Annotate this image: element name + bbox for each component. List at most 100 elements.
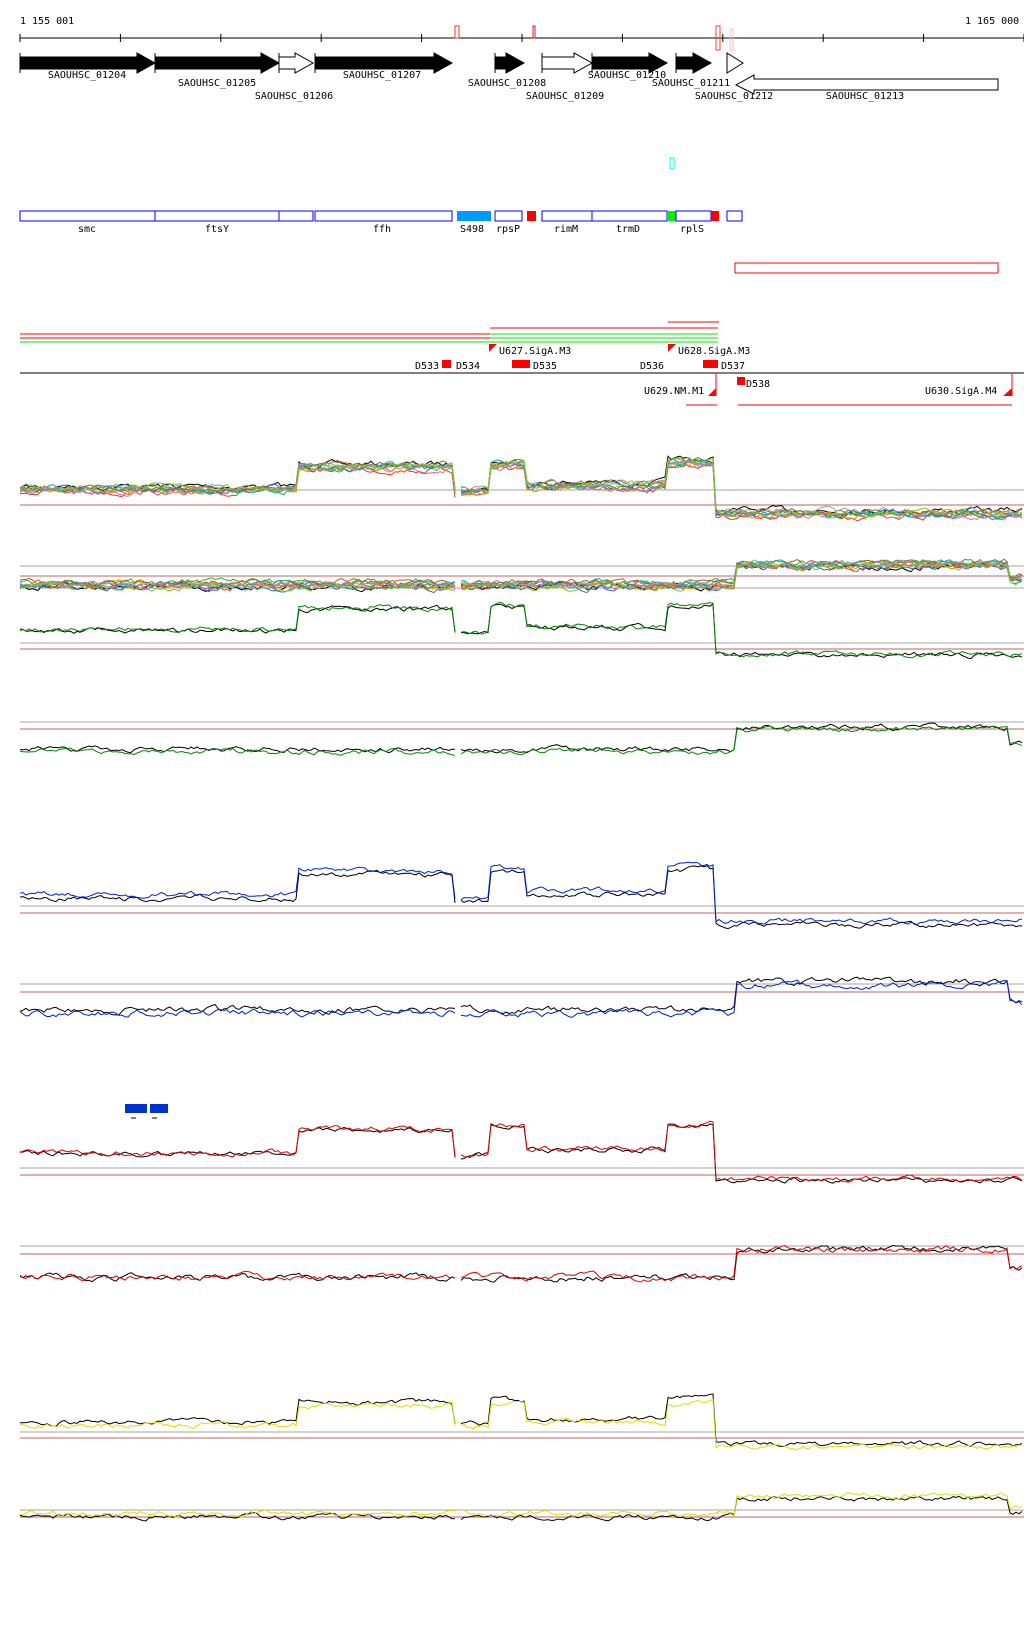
d533-mark — [442, 360, 451, 368]
gene-arrow-icon — [726, 52, 744, 74]
ruler-start-label: 1 155 001 — [20, 16, 74, 27]
gene-SAOUHSC_01208[interactable]: SAOUHSC_01208 — [468, 52, 546, 89]
feature-rimM[interactable] — [541, 210, 593, 222]
expression-trace — [19, 561, 1023, 592]
expression-track — [19, 1491, 1024, 1522]
gene-arrow-icon — [494, 52, 526, 74]
feature-green[interactable] — [667, 211, 676, 221]
gene-arrow-icon — [591, 52, 669, 74]
red-region-box[interactable] — [734, 262, 999, 274]
gene-SAOUHSC_01209[interactable]: SAOUHSC_01209 — [526, 52, 604, 102]
expression-track — [19, 976, 1024, 1018]
feature-ffh[interactable] — [314, 210, 453, 222]
annotation-u630: U630.SigA.M4 — [925, 386, 997, 397]
expression-track — [19, 455, 1024, 522]
expression-track — [19, 861, 1024, 930]
gene-arrow-icon — [154, 52, 281, 74]
marker-box — [715, 25, 721, 51]
feature-label: S498 — [460, 224, 484, 235]
gene-label: SAOUHSC_01213 — [826, 91, 904, 102]
annotation-d535: D535 — [533, 361, 557, 372]
annotation-d533: D533 — [415, 361, 439, 372]
expression-trace — [19, 601, 1023, 659]
gene-SAOUHSC_01207[interactable]: SAOUHSC_01207 — [314, 52, 454, 81]
marker-box — [729, 28, 734, 51]
expression-track — [19, 721, 1024, 756]
expression-trace — [19, 460, 1023, 517]
feature-label: rpsP — [496, 224, 520, 235]
gene-track: SAOUHSC_01204 SAOUHSC_01205 SAOUHSC_01206 S… — [19, 52, 999, 102]
feature-box[interactable] — [278, 210, 314, 222]
ruler-end-label: 1 165 000 — [965, 16, 1019, 27]
expression-track — [19, 1120, 1024, 1184]
annotation-u627: U627.SigA.M3 — [499, 346, 571, 357]
gene-arrow-icon — [541, 52, 594, 74]
feature-rpsP[interactable] — [494, 210, 523, 222]
gene-label: SAOUHSC_01211 — [652, 78, 730, 89]
feature-label: smc — [78, 224, 96, 235]
cyan-marker — [669, 157, 675, 170]
legend-block — [125, 1104, 147, 1113]
marker-box — [532, 25, 536, 39]
feature-trmD[interactable] — [591, 210, 668, 222]
expression-tracks — [19, 455, 1024, 1522]
expression-trace — [19, 456, 1023, 519]
expression-trace — [19, 725, 1023, 756]
gene-SAOUHSC_01210[interactable]: SAOUHSC_01210 — [588, 52, 669, 81]
feature-label: rimM — [554, 224, 578, 235]
expression-trace — [19, 722, 1023, 754]
gene-label: SAOUHSC_01212 — [695, 91, 773, 102]
gene-label: SAOUHSC_01204 — [48, 70, 126, 81]
expression-trace — [19, 1245, 1023, 1283]
expression-track — [19, 1393, 1024, 1451]
d537-mark — [703, 360, 718, 368]
expression-trace — [19, 1398, 1023, 1451]
gene-SAOUHSC_01204[interactable]: SAOUHSC_01204 — [19, 52, 157, 81]
d538-mark — [737, 377, 745, 385]
feature-label: ftsY — [205, 224, 229, 235]
gene-label: SAOUHSC_01209 — [526, 91, 604, 102]
gene-arrow-icon — [19, 52, 157, 74]
feature-box[interactable] — [726, 210, 743, 222]
u629-flag-icon — [708, 388, 716, 396]
expression-trace — [19, 979, 1023, 1018]
feature-S498[interactable] — [457, 211, 491, 221]
feature-rplS[interactable] — [675, 210, 712, 222]
feature-label: rplS — [680, 224, 704, 235]
annotation-u628: U628.SigA.M3 — [678, 346, 750, 357]
expression-track — [19, 558, 1024, 594]
d535-mark — [512, 360, 530, 368]
legend-blocks — [125, 1104, 168, 1119]
annotation-d534: D534 — [456, 361, 480, 372]
feature-smc[interactable] — [19, 210, 156, 222]
feature-label: trmD — [616, 224, 640, 235]
gene-arrow-icon — [314, 52, 454, 74]
feature-red[interactable] — [711, 211, 719, 221]
gene-label: SAOUHSC_01205 — [178, 78, 256, 89]
expression-trace — [19, 865, 1023, 930]
expression-trace — [19, 976, 1023, 1016]
gene-arrow-icon — [278, 52, 315, 74]
gene-SAOUHSC_01205[interactable]: SAOUHSC_01205 — [154, 52, 281, 89]
gene-label: SAOUHSC_01210 — [588, 70, 666, 81]
gene-SAOUHSC_01212[interactable]: SAOUHSC_01212 — [695, 52, 773, 102]
u630-flag-icon — [1003, 388, 1012, 396]
expression-track — [19, 601, 1024, 660]
gene-label: SAOUHSC_01208 — [468, 78, 546, 89]
coordinate-ruler: 1 155 001 1 165 000 — [19, 16, 1024, 51]
feature-label: ffh — [373, 224, 391, 235]
gene-arrow-icon — [734, 74, 999, 95]
feature-ftsY[interactable] — [154, 210, 280, 222]
u628-flag-icon — [668, 344, 676, 352]
annotation-d536: D536 — [640, 361, 664, 372]
expression-trace — [19, 861, 1023, 926]
gene-label: SAOUHSC_01207 — [343, 70, 421, 81]
annotation-d538: D538 — [746, 379, 770, 390]
feature-red[interactable] — [527, 211, 536, 221]
gene-SAOUHSC_01206[interactable]: SAOUHSC_01206 — [255, 52, 333, 102]
annotation-track: D533 D534 D535 U627.SigA.M3 U628.SigA.M3… — [20, 321, 1024, 406]
feature-track: smc ftsY ffh S498 rpsP rimM trmD rplS — [19, 157, 999, 274]
gene-SAOUHSC_01213[interactable]: SAOUHSC_01213 — [734, 74, 999, 102]
gene-SAOUHSC_01211[interactable]: SAOUHSC_01211 — [652, 52, 730, 89]
